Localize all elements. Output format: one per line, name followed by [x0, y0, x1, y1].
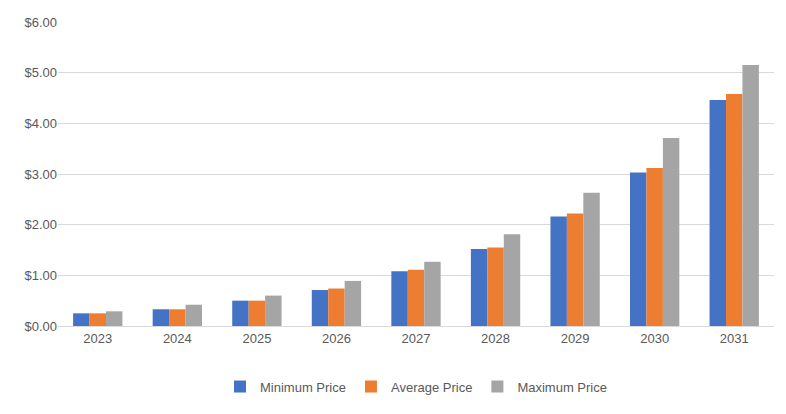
svg-text:2030: 2030: [640, 331, 669, 346]
svg-text:$4.00: $4.00: [24, 116, 57, 131]
svg-text:Average Price: Average Price: [391, 380, 472, 395]
svg-text:2031: 2031: [720, 331, 749, 346]
svg-text:$5.00: $5.00: [24, 65, 57, 80]
svg-text:Maximum Price: Maximum Price: [517, 380, 607, 395]
svg-text:$6.00: $6.00: [24, 15, 57, 30]
svg-text:$0.00: $0.00: [24, 319, 57, 334]
svg-text:$3.00: $3.00: [24, 167, 57, 182]
svg-text:$2.00: $2.00: [24, 217, 57, 232]
svg-text:2027: 2027: [402, 331, 431, 346]
svg-text:2023: 2023: [83, 331, 112, 346]
svg-text:2029: 2029: [561, 331, 590, 346]
svg-text:2028: 2028: [481, 331, 510, 346]
svg-text:2026: 2026: [322, 331, 351, 346]
svg-text:2025: 2025: [242, 331, 271, 346]
svg-text:Minimum Price: Minimum Price: [260, 380, 346, 395]
svg-text:$1.00: $1.00: [24, 268, 57, 283]
svg-text:2024: 2024: [163, 331, 192, 346]
